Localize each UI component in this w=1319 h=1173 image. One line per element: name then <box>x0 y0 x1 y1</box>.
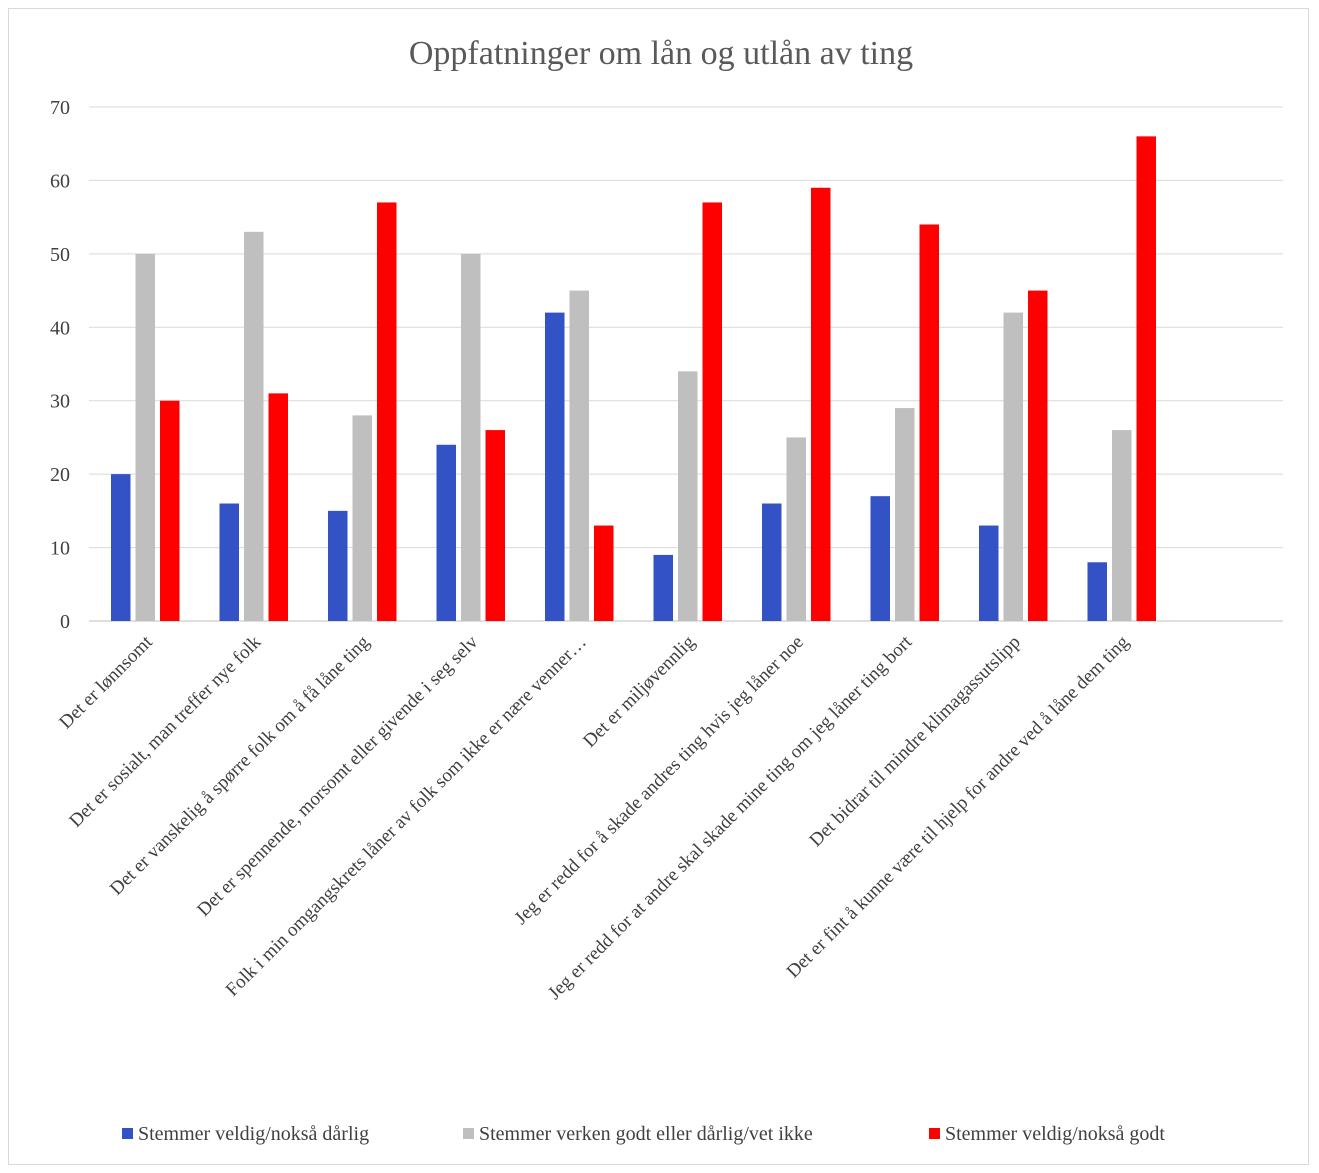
x-category-label: Det er lønnsomt <box>55 631 157 733</box>
bar-3-10 <box>1136 136 1156 621</box>
y-tick-label: 0 <box>60 611 70 633</box>
bar-3-1 <box>160 400 180 621</box>
x-category-label: Det er sosialt, man treffer nye folk <box>65 631 265 831</box>
bar-1-9 <box>979 525 999 621</box>
bar-2-9 <box>1003 312 1023 621</box>
legend-swatch <box>463 1128 474 1139</box>
bar-3-9 <box>1028 290 1048 621</box>
y-tick-label: 40 <box>50 317 70 339</box>
y-tick-label: 50 <box>50 244 70 266</box>
bar-2-5 <box>569 290 589 621</box>
bar-2-3 <box>352 415 372 621</box>
bar-2-7 <box>786 437 806 621</box>
legend-label: Stemmer veldig/nokså dårlig <box>138 1123 369 1145</box>
y-axis-ticks: 0 10 20 30 40 50 60 70 <box>50 97 70 633</box>
bar-3-3 <box>377 202 397 621</box>
bar-3-7 <box>811 187 831 621</box>
bar-2-2 <box>244 231 264 622</box>
bar-1-2 <box>219 503 239 621</box>
x-category-label: Det bidrar til mindre klimagassutslipp <box>805 632 1024 851</box>
legend-swatch <box>929 1128 940 1139</box>
bar-1-10 <box>1087 562 1107 621</box>
legend-swatch <box>122 1128 133 1139</box>
x-category-label: Folk i min omgangskrets låner av folk so… <box>222 632 591 1001</box>
bars <box>111 136 1156 622</box>
bar-2-8 <box>895 408 915 621</box>
y-tick-label: 20 <box>50 464 70 486</box>
bar-1-4 <box>436 444 456 621</box>
bar-2-10 <box>1112 430 1132 621</box>
legend-label: Stemmer verken godt eller dårlig/vet ikk… <box>479 1123 813 1145</box>
bar-1-1 <box>111 474 131 621</box>
bar-1-3 <box>328 510 348 621</box>
bar-2-4 <box>461 253 481 621</box>
y-tick-label: 10 <box>50 538 70 560</box>
bar-2-1 <box>135 253 155 621</box>
bar-1-8 <box>870 496 890 621</box>
chart-container: Oppfatninger om lån og utlån av ting 0 10… <box>8 8 1309 1165</box>
x-category-label: Jeg er redd for at andre skal skade mine… <box>544 631 917 1004</box>
chart-title: Oppfatninger om lån og utlån av ting <box>409 35 913 72</box>
bar-3-6 <box>702 202 722 621</box>
x-category-label: Det er miljøvennlig <box>579 631 699 751</box>
bar-3-2 <box>268 393 288 621</box>
bar-2-6 <box>678 371 698 621</box>
legend: Stemmer veldig/nokså dårlig Stemmer verke… <box>122 1123 1165 1145</box>
y-tick-label: 70 <box>50 97 70 119</box>
bar-3-8 <box>919 224 939 621</box>
bar-chart: Oppfatninger om lån og utlån av ting 0 10… <box>50 35 1283 1145</box>
bar-1-5 <box>545 312 565 621</box>
y-tick-label: 30 <box>50 391 70 413</box>
y-tick-label: 60 <box>50 170 70 192</box>
bar-3-5 <box>594 525 614 621</box>
bar-1-7 <box>762 503 782 621</box>
bar-1-6 <box>653 554 673 621</box>
bar-3-4 <box>485 430 505 621</box>
legend-label: Stemmer veldig/nokså godt <box>945 1123 1165 1145</box>
